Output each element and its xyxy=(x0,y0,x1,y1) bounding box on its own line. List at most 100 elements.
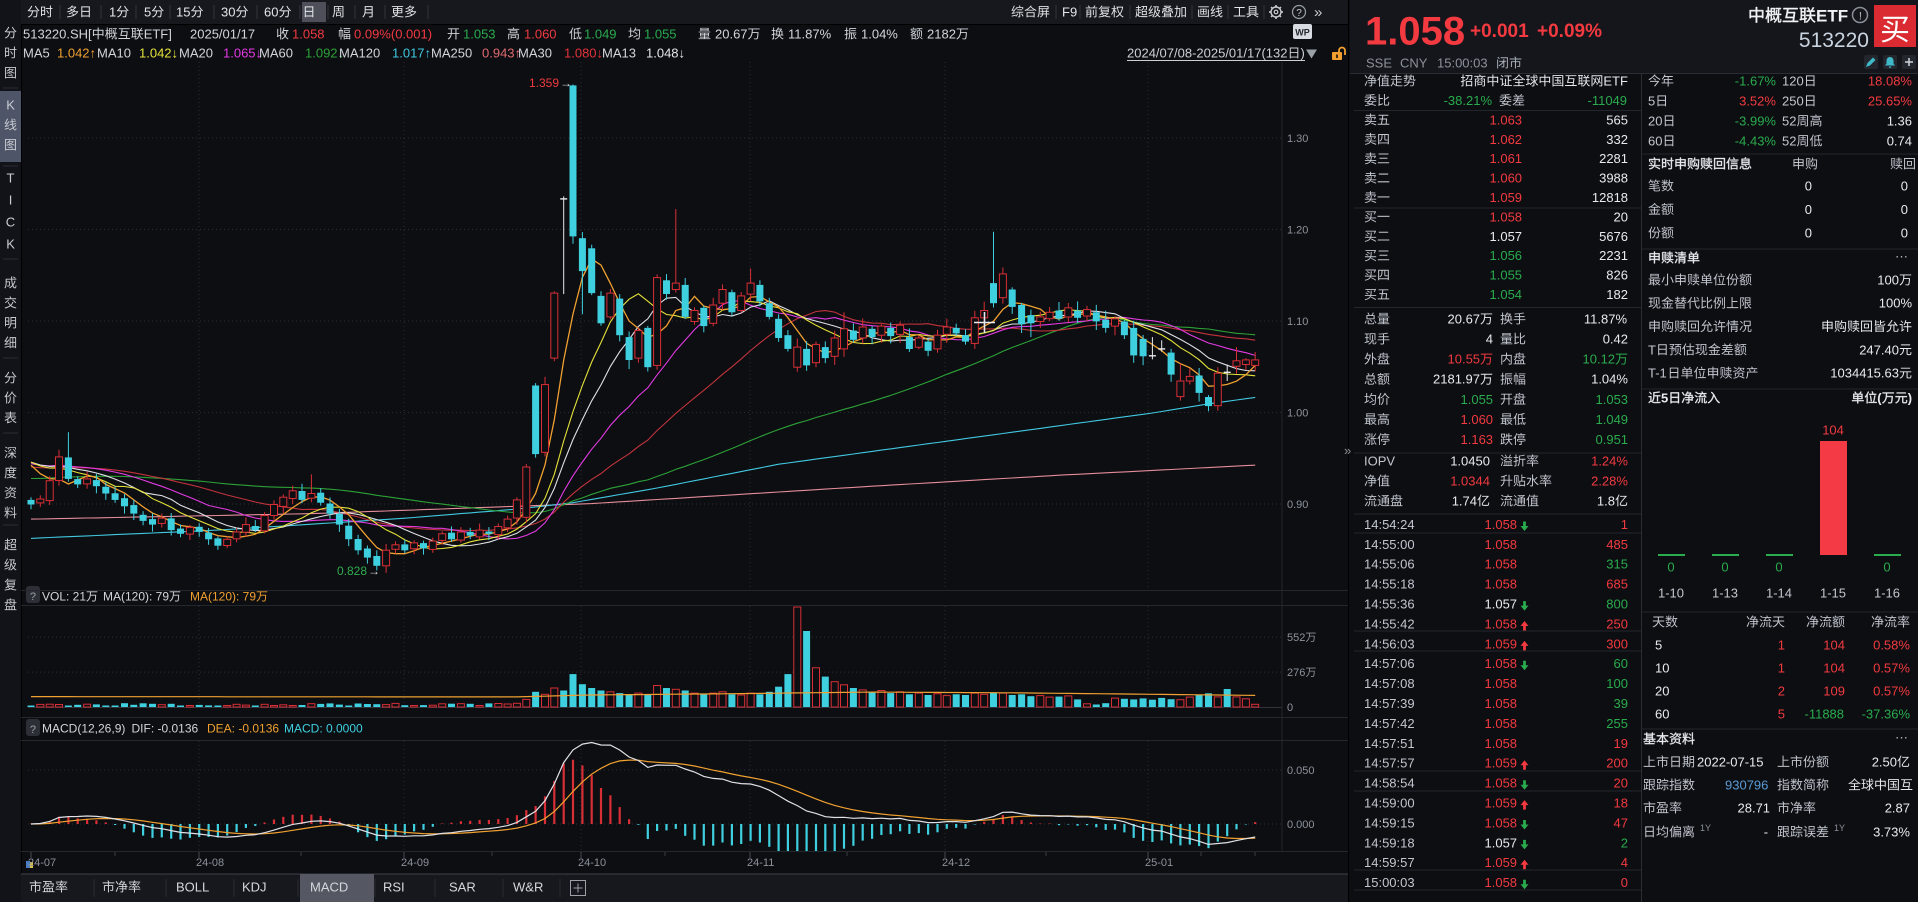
svg-text:14:58:54: 14:58:54 xyxy=(1364,776,1415,791)
svg-text:0.57%: 0.57% xyxy=(1873,660,1910,675)
svg-text:685: 685 xyxy=(1606,577,1628,592)
svg-text:0: 0 xyxy=(1621,875,1628,890)
svg-text:1.058: 1.058 xyxy=(1485,616,1518,631)
svg-text:MA60: MA60 xyxy=(259,45,293,60)
svg-text:0: 0 xyxy=(1287,702,1293,714)
svg-text:0: 0 xyxy=(1901,178,1908,193)
svg-text:0.74: 0.74 xyxy=(1887,133,1912,148)
svg-text:-38.21%: -38.21% xyxy=(1444,93,1493,108)
svg-text:5676: 5676 xyxy=(1599,229,1628,244)
svg-text:255: 255 xyxy=(1606,716,1628,731)
svg-text:28.71: 28.71 xyxy=(1738,800,1771,815)
svg-text:1: 1 xyxy=(1621,517,1628,532)
svg-text:15: 15 xyxy=(176,4,190,19)
svg-text:W&R: W&R xyxy=(513,879,543,894)
svg-text:MA(120): 79: MA(120): 79 xyxy=(103,590,169,604)
svg-text:1.20: 1.20 xyxy=(1287,225,1308,237)
svg-text:1.042↑: 1.042↑ xyxy=(57,45,96,60)
svg-text:60: 60 xyxy=(1655,706,1669,721)
svg-text:14:55:18: 14:55:18 xyxy=(1364,577,1415,592)
svg-text:1.359: 1.359 xyxy=(529,76,559,90)
svg-text:3.73%: 3.73% xyxy=(1873,824,1910,839)
svg-text:25-01: 25-01 xyxy=(1145,857,1173,869)
svg-text:15:00:03: 15:00:03 xyxy=(1364,875,1415,890)
svg-text:250: 250 xyxy=(1606,616,1628,631)
svg-text:14:55:06: 14:55:06 xyxy=(1364,557,1415,572)
svg-text:2281: 2281 xyxy=(1599,151,1628,166)
svg-text:1.00: 1.00 xyxy=(1287,408,1308,420)
svg-text:1.063: 1.063 xyxy=(1490,112,1523,127)
svg-text:1.058: 1.058 xyxy=(1485,716,1518,731)
svg-text:C: C xyxy=(6,214,15,229)
svg-text:826: 826 xyxy=(1606,268,1628,283)
svg-text:2231: 2231 xyxy=(1599,248,1628,263)
svg-text:60: 60 xyxy=(264,4,278,19)
svg-text:14:57:51: 14:57:51 xyxy=(1364,736,1415,751)
svg-text:1.062: 1.062 xyxy=(1490,132,1523,147)
svg-text:24-10: 24-10 xyxy=(578,857,606,869)
svg-text:2182: 2182 xyxy=(927,26,956,41)
svg-text:2025/01/17: 2025/01/17 xyxy=(190,26,255,41)
svg-text:513220: 513220 xyxy=(1799,29,1869,52)
svg-text:-3.99%: -3.99% xyxy=(1735,113,1777,128)
svg-text:1.055: 1.055 xyxy=(644,26,677,41)
svg-text:1.065↓: 1.065↓ xyxy=(223,45,262,60)
svg-text:IOPV: IOPV xyxy=(1364,453,1395,468)
svg-text:1.057: 1.057 xyxy=(1490,229,1523,244)
svg-text:5: 5 xyxy=(1648,93,1655,108)
svg-text:1Y: 1Y xyxy=(1700,823,1711,833)
svg-text:800: 800 xyxy=(1606,597,1628,612)
svg-text:0: 0 xyxy=(1667,559,1674,574)
svg-text:!: ! xyxy=(1859,11,1862,23)
svg-text:-11049: -11049 xyxy=(1588,93,1628,108)
svg-text:1Y: 1Y xyxy=(1834,823,1845,833)
svg-text:182: 182 xyxy=(1606,287,1628,302)
svg-text:K: K xyxy=(6,236,15,251)
svg-text:5: 5 xyxy=(1778,706,1785,721)
svg-text:14:59:00: 14:59:00 xyxy=(1364,796,1415,811)
svg-text:···: ··· xyxy=(1895,729,1908,744)
svg-text:0: 0 xyxy=(1805,202,1812,217)
svg-text:18.08%: 18.08% xyxy=(1868,73,1913,88)
svg-text:2: 2 xyxy=(1778,683,1785,698)
svg-text:14:57:06: 14:57:06 xyxy=(1364,656,1415,671)
svg-text:0.943↑: 0.943↑ xyxy=(482,45,521,60)
svg-text:0: 0 xyxy=(1883,559,1890,574)
svg-text:0: 0 xyxy=(1721,559,1728,574)
svg-text:→: → xyxy=(368,564,380,578)
svg-text:11.87%: 11.87% xyxy=(788,26,832,41)
svg-text:24-08: 24-08 xyxy=(196,857,224,869)
svg-text:14:59:18: 14:59:18 xyxy=(1364,835,1415,850)
svg-text:1.055: 1.055 xyxy=(1461,392,1494,407)
svg-text:52: 52 xyxy=(1782,113,1796,128)
svg-text:1.053: 1.053 xyxy=(1596,392,1629,407)
svg-text:1.058: 1.058 xyxy=(1485,776,1518,791)
svg-text:14:55:00: 14:55:00 xyxy=(1364,537,1415,552)
svg-text:DIF: -0.0136: DIF: -0.0136 xyxy=(132,722,199,736)
svg-text:-11888: -11888 xyxy=(1805,706,1845,721)
svg-text:24-09: 24-09 xyxy=(401,857,429,869)
svg-text:0.951: 0.951 xyxy=(1596,432,1629,447)
svg-text:25.65%: 25.65% xyxy=(1868,93,1913,108)
svg-text:ETF: ETF xyxy=(1816,6,1848,25)
svg-text:3988: 3988 xyxy=(1599,171,1628,186)
svg-text:1.017↑: 1.017↑ xyxy=(392,45,431,60)
svg-text:20: 20 xyxy=(1614,209,1628,224)
svg-text:10: 10 xyxy=(1655,660,1669,675)
svg-text:120: 120 xyxy=(1782,73,1804,88)
svg-text:14:54:24: 14:54:24 xyxy=(1364,517,1415,532)
svg-text:MA120: MA120 xyxy=(339,45,380,60)
svg-text:1.054: 1.054 xyxy=(1490,287,1523,302)
svg-text:MACD: MACD xyxy=(310,879,348,894)
svg-text:SAR: SAR xyxy=(449,879,476,894)
svg-text:1.092↓: 1.092↓ xyxy=(305,45,344,60)
svg-text:24-11: 24-11 xyxy=(747,857,774,869)
svg-text:1.057: 1.057 xyxy=(1485,835,1518,850)
svg-text:3.52%: 3.52% xyxy=(1739,93,1776,108)
svg-text:1.10: 1.10 xyxy=(1287,316,1308,328)
svg-text:14:57:42: 14:57:42 xyxy=(1364,716,1415,731)
svg-text:2181.97: 2181.97 xyxy=(1433,372,1480,387)
svg-text:): ) xyxy=(1301,46,1305,61)
svg-text:1034415.63: 1034415.63 xyxy=(1830,366,1899,381)
svg-text:KDJ: KDJ xyxy=(242,879,267,894)
